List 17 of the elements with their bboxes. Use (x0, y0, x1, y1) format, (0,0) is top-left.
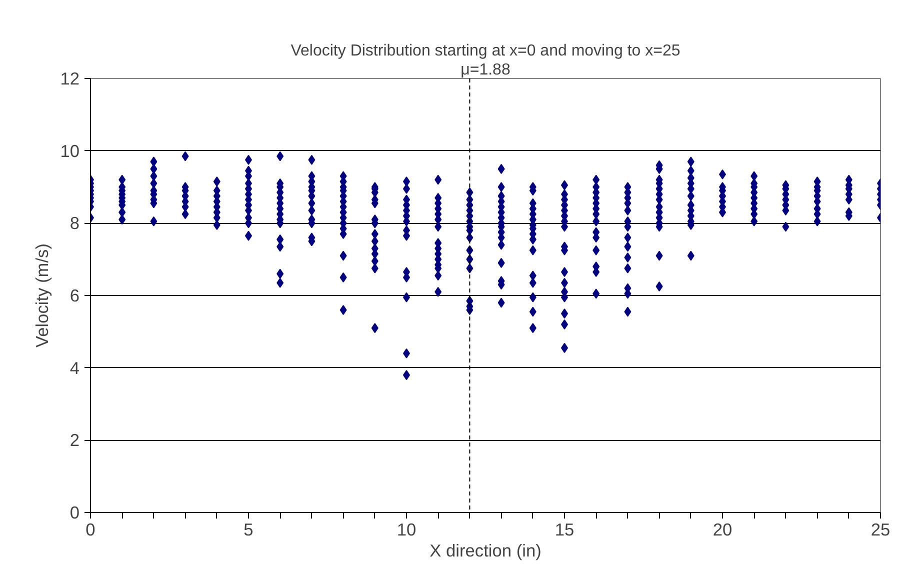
y-tick-label: 12 (60, 68, 80, 88)
x-tick-label: 15 (554, 520, 574, 540)
x-tick-label: 5 (244, 520, 254, 540)
x-tick-label: 20 (712, 520, 732, 540)
x-tick-label: 25 (870, 520, 890, 540)
y-axis-title: Velocity (m/s) (32, 243, 52, 348)
annotation: μ=1.88 (460, 62, 510, 78)
y-tick-label: 4 (70, 358, 80, 378)
x-axis-title: X direction (in) (430, 540, 542, 560)
y-tick-label: 8 (70, 213, 80, 234)
x-tick-label: 10 (396, 520, 416, 540)
x-tick-label: 0 (86, 520, 96, 540)
y-tick-label: 2 (70, 430, 80, 450)
y-tick-label: 6 (70, 286, 80, 306)
chart-title: Velocity Distribution starting at x=0 and moving to x=25 (290, 42, 680, 60)
y-tick-label: 10 (60, 140, 80, 161)
y-tick-label: 0 (70, 502, 80, 522)
